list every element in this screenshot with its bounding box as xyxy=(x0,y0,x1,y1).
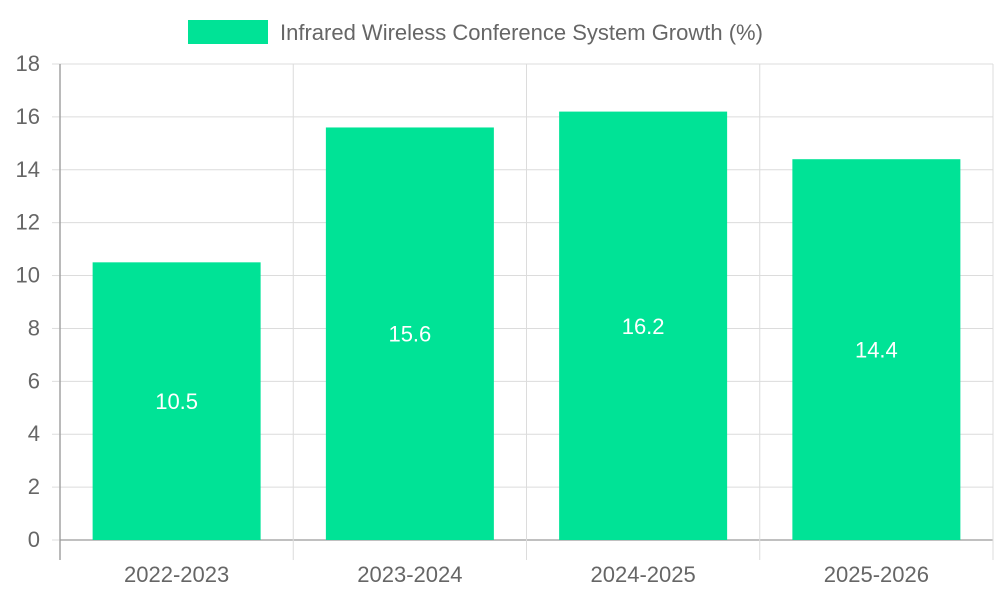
y-tick-label: 6 xyxy=(28,368,40,393)
bar-value-label: 10.5 xyxy=(155,389,198,414)
bar-value-label: 14.4 xyxy=(855,338,898,363)
bar-value-label: 16.2 xyxy=(622,314,665,339)
bar-2024-2025[interactable] xyxy=(559,111,728,540)
bar-2025-2026[interactable] xyxy=(792,159,961,540)
y-tick-label: 0 xyxy=(28,527,40,552)
x-tick-label: 2023-2024 xyxy=(357,562,462,587)
legend[interactable]: Infrared Wireless Conference System Grow… xyxy=(188,20,763,45)
bar-2023-2024[interactable] xyxy=(325,127,494,540)
x-tick-label: 2022-2023 xyxy=(124,562,229,587)
bars xyxy=(92,111,961,540)
y-tick-label: 10 xyxy=(16,263,40,288)
x-tick-label: 2025-2026 xyxy=(824,562,929,587)
y-tick-label: 18 xyxy=(16,51,40,76)
bar-2022-2023[interactable] xyxy=(92,262,261,540)
legend-label[interactable]: Infrared Wireless Conference System Grow… xyxy=(280,20,763,45)
bar-labels: 10.5 15.6 16.2 14.4 xyxy=(155,314,898,414)
x-tick-label: 2024-2025 xyxy=(591,562,696,587)
y-tick-label: 8 xyxy=(28,315,40,340)
y-tick-label: 16 xyxy=(16,104,40,129)
y-tick-label: 2 xyxy=(28,474,40,499)
y-axis: 0 2 4 6 8 10 12 14 16 18 xyxy=(16,51,61,560)
y-tick-label: 14 xyxy=(16,157,40,182)
x-axis: 2022-2023 2023-2024 2024-2025 2025-2026 xyxy=(124,562,929,587)
y-tick-label: 4 xyxy=(28,421,40,446)
y-tick-label: 12 xyxy=(16,210,40,235)
legend-swatch[interactable] xyxy=(188,20,268,44)
bar-value-label: 15.6 xyxy=(388,322,431,347)
